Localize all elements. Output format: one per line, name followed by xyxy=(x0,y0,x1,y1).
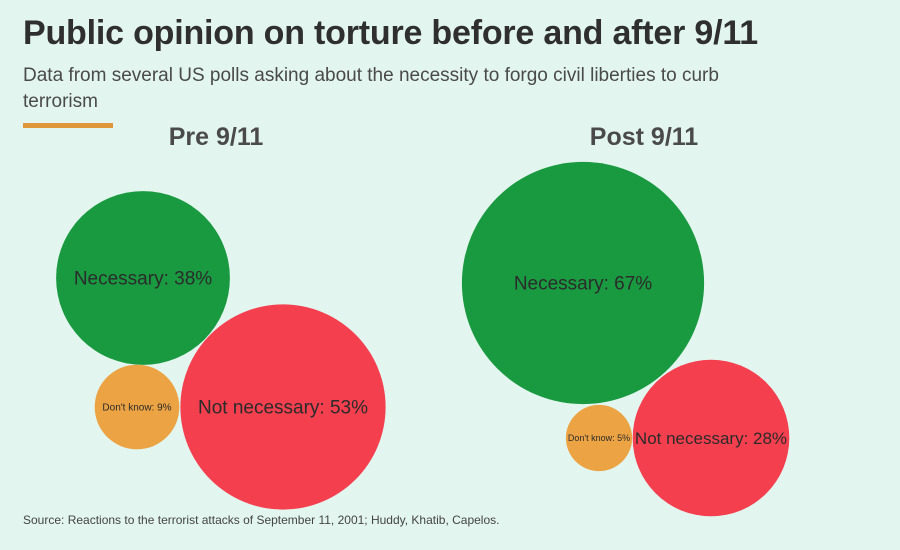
bubble-label-dont-know: Don't know: 5% xyxy=(568,433,630,443)
source-note: Source: Reactions to the terrorist attac… xyxy=(23,513,500,527)
bubble-not-necessary xyxy=(632,359,790,517)
bubble-necessary xyxy=(461,161,705,405)
panel-post-911: Post 9/11 Necessary: 67% Not necessary: 28… xyxy=(461,123,790,517)
accent-bar xyxy=(23,123,113,128)
chart-subtitle: Data from several US polls asking about … xyxy=(23,65,719,112)
bubble-label-necessary: Necessary: 67% xyxy=(514,274,652,295)
bubble-label-not-necessary: Not necessary: 53% xyxy=(198,398,368,419)
panel-pre-911: Pre 9/11 Necessary: 38% Not necessary: 53%… xyxy=(56,123,386,510)
bubble-label-dont-know: Don't know: 9% xyxy=(102,403,171,414)
panel-title: Post 9/11 xyxy=(590,123,698,151)
bubble-dont-know xyxy=(565,404,633,472)
chart-title: Public opinion on torture before and aft… xyxy=(23,14,758,52)
bubble-necessary xyxy=(56,191,230,365)
panel-title: Pre 9/11 xyxy=(169,123,264,151)
bubble-dont-know xyxy=(94,364,180,450)
bubble-label-necessary: Necessary: 38% xyxy=(74,269,212,290)
bubble-label-not-necessary: Not necessary: 28% xyxy=(635,429,787,448)
bubble-not-necessary xyxy=(180,304,386,510)
